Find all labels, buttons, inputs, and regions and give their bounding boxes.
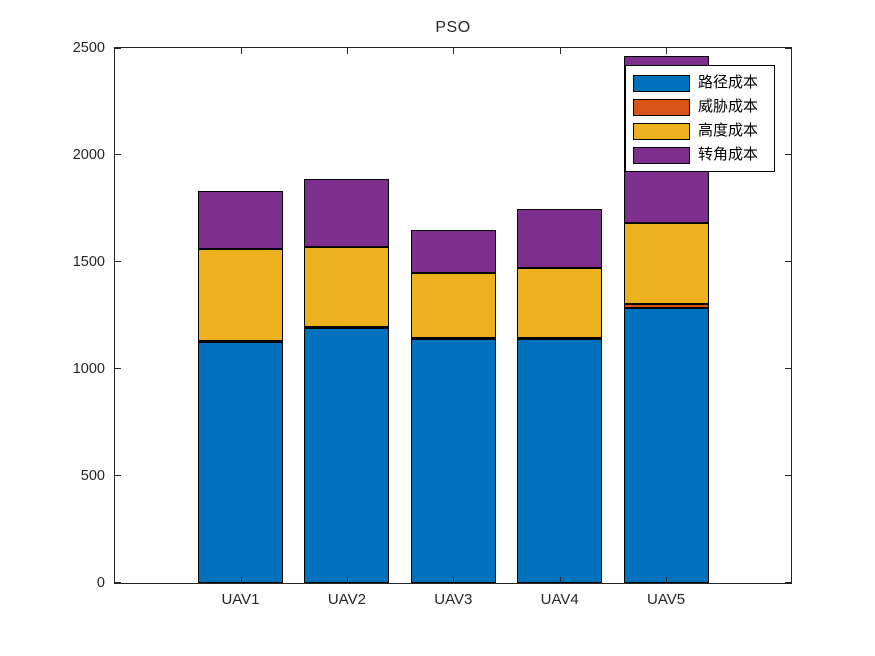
legend-item-altitude-cost: 高度成本 (626, 119, 774, 143)
y-tick-right-500 (785, 475, 791, 476)
y-tick-right-1500 (785, 261, 791, 262)
y-tick-right-1000 (785, 368, 791, 369)
x-tick-top-uav4 (560, 48, 561, 54)
legend-item-turn-angle-cost: 转角成本 (626, 143, 774, 167)
y-tick-label-500: 500 (80, 468, 105, 484)
x-tick-label-uav3: UAV3 (434, 591, 473, 608)
bar-segment-path-cost (410, 339, 496, 583)
y-tick-right-0 (785, 582, 791, 583)
bar-segment-turn-angle-cost (517, 208, 603, 269)
x-tick-top-uav1 (241, 48, 242, 54)
bar-segment-turn-angle-cost (304, 178, 390, 248)
x-tick-label-uav4: UAV4 (540, 591, 579, 608)
y-tick-left-1000 (115, 368, 121, 369)
plot-area: 路径成本威胁成本高度成本转角成本 (114, 47, 792, 584)
bar-segment-path-cost (623, 308, 709, 583)
bar-segment-altitude-cost (304, 247, 390, 328)
chart-title: PSO (435, 19, 471, 36)
x-tick-bottom-uav1 (241, 577, 242, 583)
y-tick-right-2000 (785, 154, 791, 155)
y-tick-left-0 (115, 582, 121, 583)
bar-uav3 (410, 48, 496, 583)
x-tick-bottom-uav4 (560, 577, 561, 583)
y-tick-left-2000 (115, 154, 121, 155)
y-tick-left-2500 (115, 48, 121, 49)
legend-item-threat-cost: 威胁成本 (626, 95, 774, 119)
bar-segment-turn-angle-cost (410, 229, 496, 273)
x-tick-top-uav3 (453, 48, 454, 54)
y-tick-left-500 (115, 475, 121, 476)
y-tick-label-0: 0 (96, 575, 105, 591)
y-tick-left-1500 (115, 261, 121, 262)
legend-label-threat-cost: 威胁成本 (698, 98, 759, 115)
x-tick-top-uav2 (347, 48, 348, 54)
bar-segment-altitude-cost (410, 272, 496, 338)
x-tick-bottom-uav2 (347, 577, 348, 583)
legend-label-turn-angle-cost: 转角成本 (698, 146, 759, 163)
legend-label-altitude-cost: 高度成本 (698, 122, 759, 139)
legend: 路径成本威胁成本高度成本转角成本 (625, 65, 775, 172)
x-tick-label-uav1: UAV1 (221, 591, 260, 608)
bar-segment-path-cost (198, 342, 283, 583)
bar-segment-threat-cost (623, 303, 709, 309)
legend-swatch-threat-cost (633, 98, 690, 116)
bar-segment-altitude-cost (198, 249, 283, 342)
legend-item-path-cost: 路径成本 (626, 71, 774, 95)
x-tick-label-uav2: UAV2 (327, 591, 366, 608)
bar-segment-altitude-cost (623, 223, 709, 304)
y-tick-label-1000: 1000 (72, 361, 105, 377)
legend-swatch-altitude-cost (633, 122, 690, 140)
bar-uav4 (517, 48, 603, 583)
bar-segment-path-cost (517, 339, 603, 583)
legend-swatch-path-cost (633, 74, 690, 92)
y-tick-label-2000: 2000 (72, 147, 105, 163)
legend-label-path-cost: 路径成本 (698, 74, 759, 91)
bar-uav1 (198, 48, 283, 583)
y-tick-label-2500: 2500 (72, 40, 105, 56)
legend-swatch-turn-angle-cost (633, 146, 690, 164)
bar-segment-turn-angle-cost (198, 191, 283, 250)
x-tick-label-uav5: UAV5 (647, 591, 686, 608)
bar-segment-path-cost (304, 328, 390, 583)
y-tick-label-1500: 1500 (72, 254, 105, 270)
bar-segment-altitude-cost (517, 268, 603, 338)
x-tick-bottom-uav3 (453, 577, 454, 583)
x-tick-bottom-uav5 (666, 577, 667, 583)
bar-uav2 (304, 48, 390, 583)
x-tick-top-uav5 (666, 48, 667, 54)
y-tick-right-2500 (785, 48, 791, 49)
